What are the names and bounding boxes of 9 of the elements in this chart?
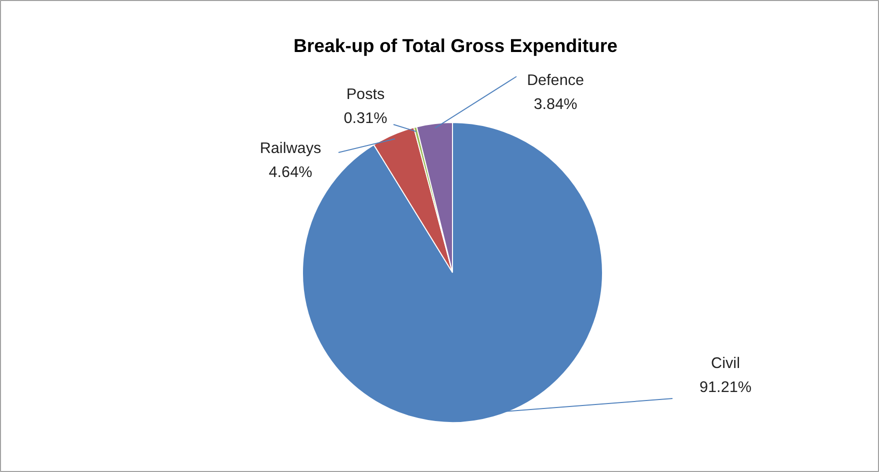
slice-label: Railways bbox=[260, 140, 322, 157]
data-label: 0.31% bbox=[344, 110, 388, 127]
slice-label: Defence bbox=[526, 72, 584, 89]
slice-label: Civil bbox=[711, 355, 740, 372]
slice-label: Posts bbox=[346, 86, 386, 103]
data-label: 4.64% bbox=[268, 164, 313, 181]
chart-title: Break-up of Total Gross Expenditure bbox=[293, 35, 618, 56]
data-label: 91.21% bbox=[700, 379, 752, 396]
data-label: 3.84% bbox=[534, 96, 578, 113]
